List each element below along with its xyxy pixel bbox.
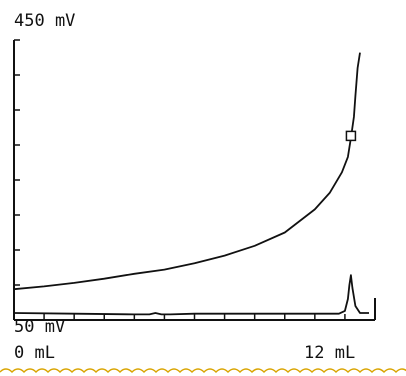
wavy-border-line <box>0 368 406 374</box>
x-min-label: 0 mL <box>14 343 55 363</box>
decorative-border <box>0 368 406 374</box>
x-max-label: 12 mL <box>304 343 355 363</box>
series-line-2 <box>13 274 369 316</box>
endpoint-marker <box>345 130 357 142</box>
series-line-1 <box>13 52 361 291</box>
y-max-label: 450 mV <box>14 11 75 31</box>
y-min-label: 50 mV <box>14 317 65 337</box>
